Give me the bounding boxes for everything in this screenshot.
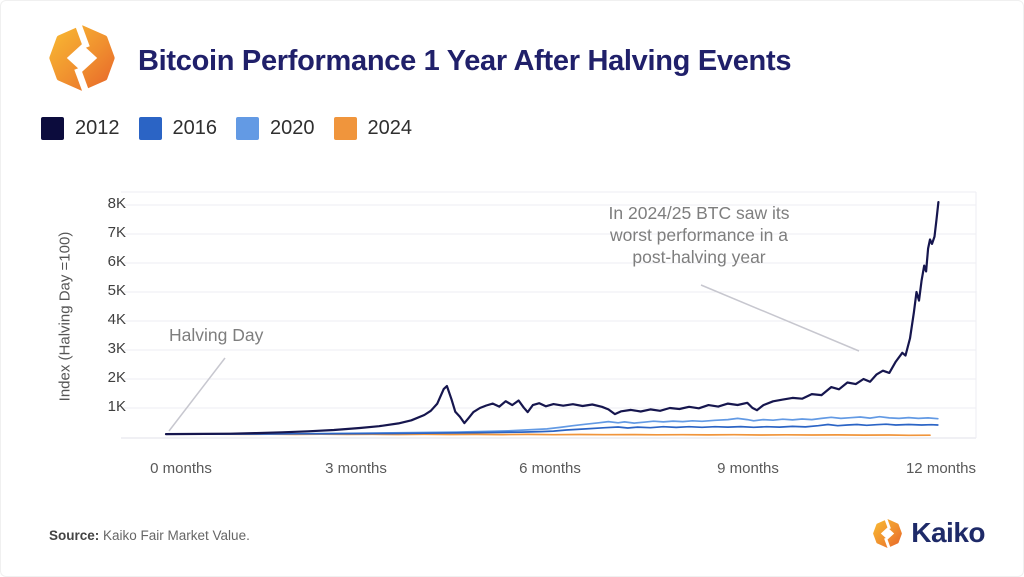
legend-label: 2012 (75, 117, 120, 139)
worst-performance-leader-line (700, 284, 860, 352)
y-axis-title: Index (Halving Day =100) (56, 231, 74, 402)
page-title: Bitcoin Performance 1 Year After Halving… (138, 45, 792, 77)
legend-item-2016: 2016 (138, 117, 218, 140)
halving-day-annotation: Halving Day (169, 325, 264, 345)
legend-label: 2024 (367, 117, 413, 139)
x-tick-label: 6 months (519, 460, 581, 477)
legend-swatch-2020 (236, 117, 259, 140)
legend: 2012 2016 2020 2024 (41, 117, 431, 140)
y-tick-label: 2K (107, 369, 126, 386)
y-tick-label: 8K (107, 195, 126, 212)
legend-item-2020: 2020 (236, 117, 315, 140)
legend-item-2012: 2012 (41, 117, 120, 140)
annotation-leader-lines (168, 284, 860, 432)
y-tick-label: 4K (107, 311, 126, 328)
kaiko-logo-icon (49, 25, 115, 91)
brand-name: Kaiko (911, 517, 985, 548)
series-line-2016 (165, 423, 939, 435)
y-tick-label: 1K (107, 398, 126, 415)
legend-label: 2016 (172, 117, 218, 139)
y-tick-label: 3K (107, 340, 126, 357)
x-tick-label: 0 months (150, 460, 212, 477)
y-tick-label: 5K (107, 282, 126, 299)
brand-lockup: Kaiko (873, 517, 985, 549)
source-value: Kaiko Fair Market Value. (99, 528, 250, 543)
gridlines (121, 191, 977, 439)
legend-swatch-2024 (333, 117, 357, 140)
series-lines (164, 201, 940, 437)
source-note: Source: Kaiko Fair Market Value. (49, 528, 250, 543)
series-line-2012 (164, 201, 940, 436)
source-label: Source: (49, 528, 100, 543)
y-tick-label: 6K (107, 253, 126, 270)
y-tick-label: 7K (107, 224, 126, 241)
kaiko-brand-icon (873, 518, 903, 548)
halving-day-leader-line (168, 357, 226, 432)
legend-swatch-2016 (138, 117, 162, 140)
legend-item-2024: 2024 (333, 117, 413, 140)
legend-label: 2020 (270, 117, 315, 139)
x-tick-label: 9 months (717, 460, 779, 477)
x-tick-label: 12 months (905, 460, 977, 477)
legend-swatch-2012 (41, 117, 64, 140)
worst-performance-annotation: In 2024/25 BTC saw its worst performance… (608, 203, 790, 267)
x-tick-label: 3 months (325, 460, 387, 477)
